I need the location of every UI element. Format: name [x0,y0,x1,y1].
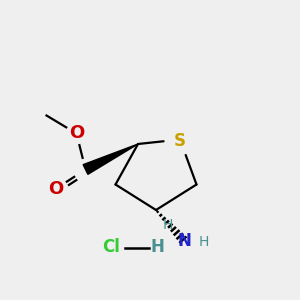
Text: O: O [69,124,84,142]
Text: H: H [199,235,209,248]
Polygon shape [83,144,138,174]
Text: H: H [151,238,164,256]
Text: S: S [174,132,186,150]
Text: O: O [48,180,63,198]
Text: N: N [178,232,191,250]
Text: H: H [163,218,173,232]
Text: Cl: Cl [102,238,120,256]
